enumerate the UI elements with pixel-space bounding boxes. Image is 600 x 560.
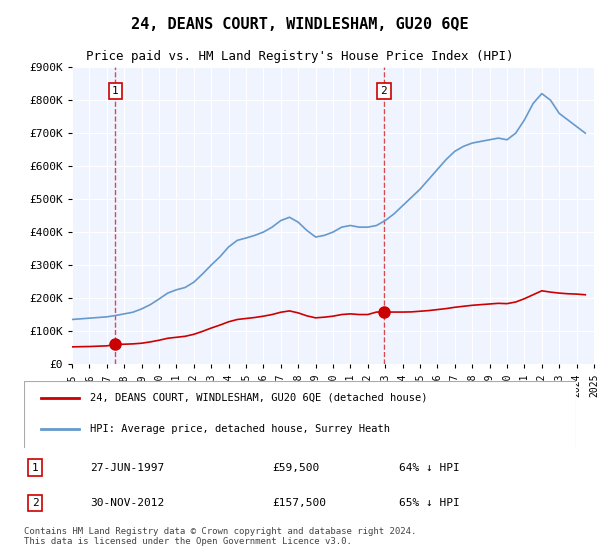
Text: 2: 2 [32, 498, 38, 508]
Text: 24, DEANS COURT, WINDLESHAM, GU20 6QE: 24, DEANS COURT, WINDLESHAM, GU20 6QE [131, 17, 469, 32]
Text: 1: 1 [112, 86, 119, 96]
Text: 64% ↓ HPI: 64% ↓ HPI [400, 463, 460, 473]
Text: 24, DEANS COURT, WINDLESHAM, GU20 6QE (detached house): 24, DEANS COURT, WINDLESHAM, GU20 6QE (d… [90, 393, 428, 403]
Text: Contains HM Land Registry data © Crown copyright and database right 2024.
This d: Contains HM Land Registry data © Crown c… [24, 526, 416, 546]
Text: 27-JUN-1997: 27-JUN-1997 [90, 463, 164, 473]
FancyBboxPatch shape [24, 381, 576, 449]
Text: 65% ↓ HPI: 65% ↓ HPI [400, 498, 460, 508]
Text: £59,500: £59,500 [272, 463, 320, 473]
Text: 30-NOV-2012: 30-NOV-2012 [90, 498, 164, 508]
Text: Price paid vs. HM Land Registry's House Price Index (HPI): Price paid vs. HM Land Registry's House … [86, 50, 514, 63]
Text: 2: 2 [380, 86, 387, 96]
Text: £157,500: £157,500 [272, 498, 326, 508]
Text: 1: 1 [32, 463, 38, 473]
Text: HPI: Average price, detached house, Surrey Heath: HPI: Average price, detached house, Surr… [90, 424, 390, 434]
